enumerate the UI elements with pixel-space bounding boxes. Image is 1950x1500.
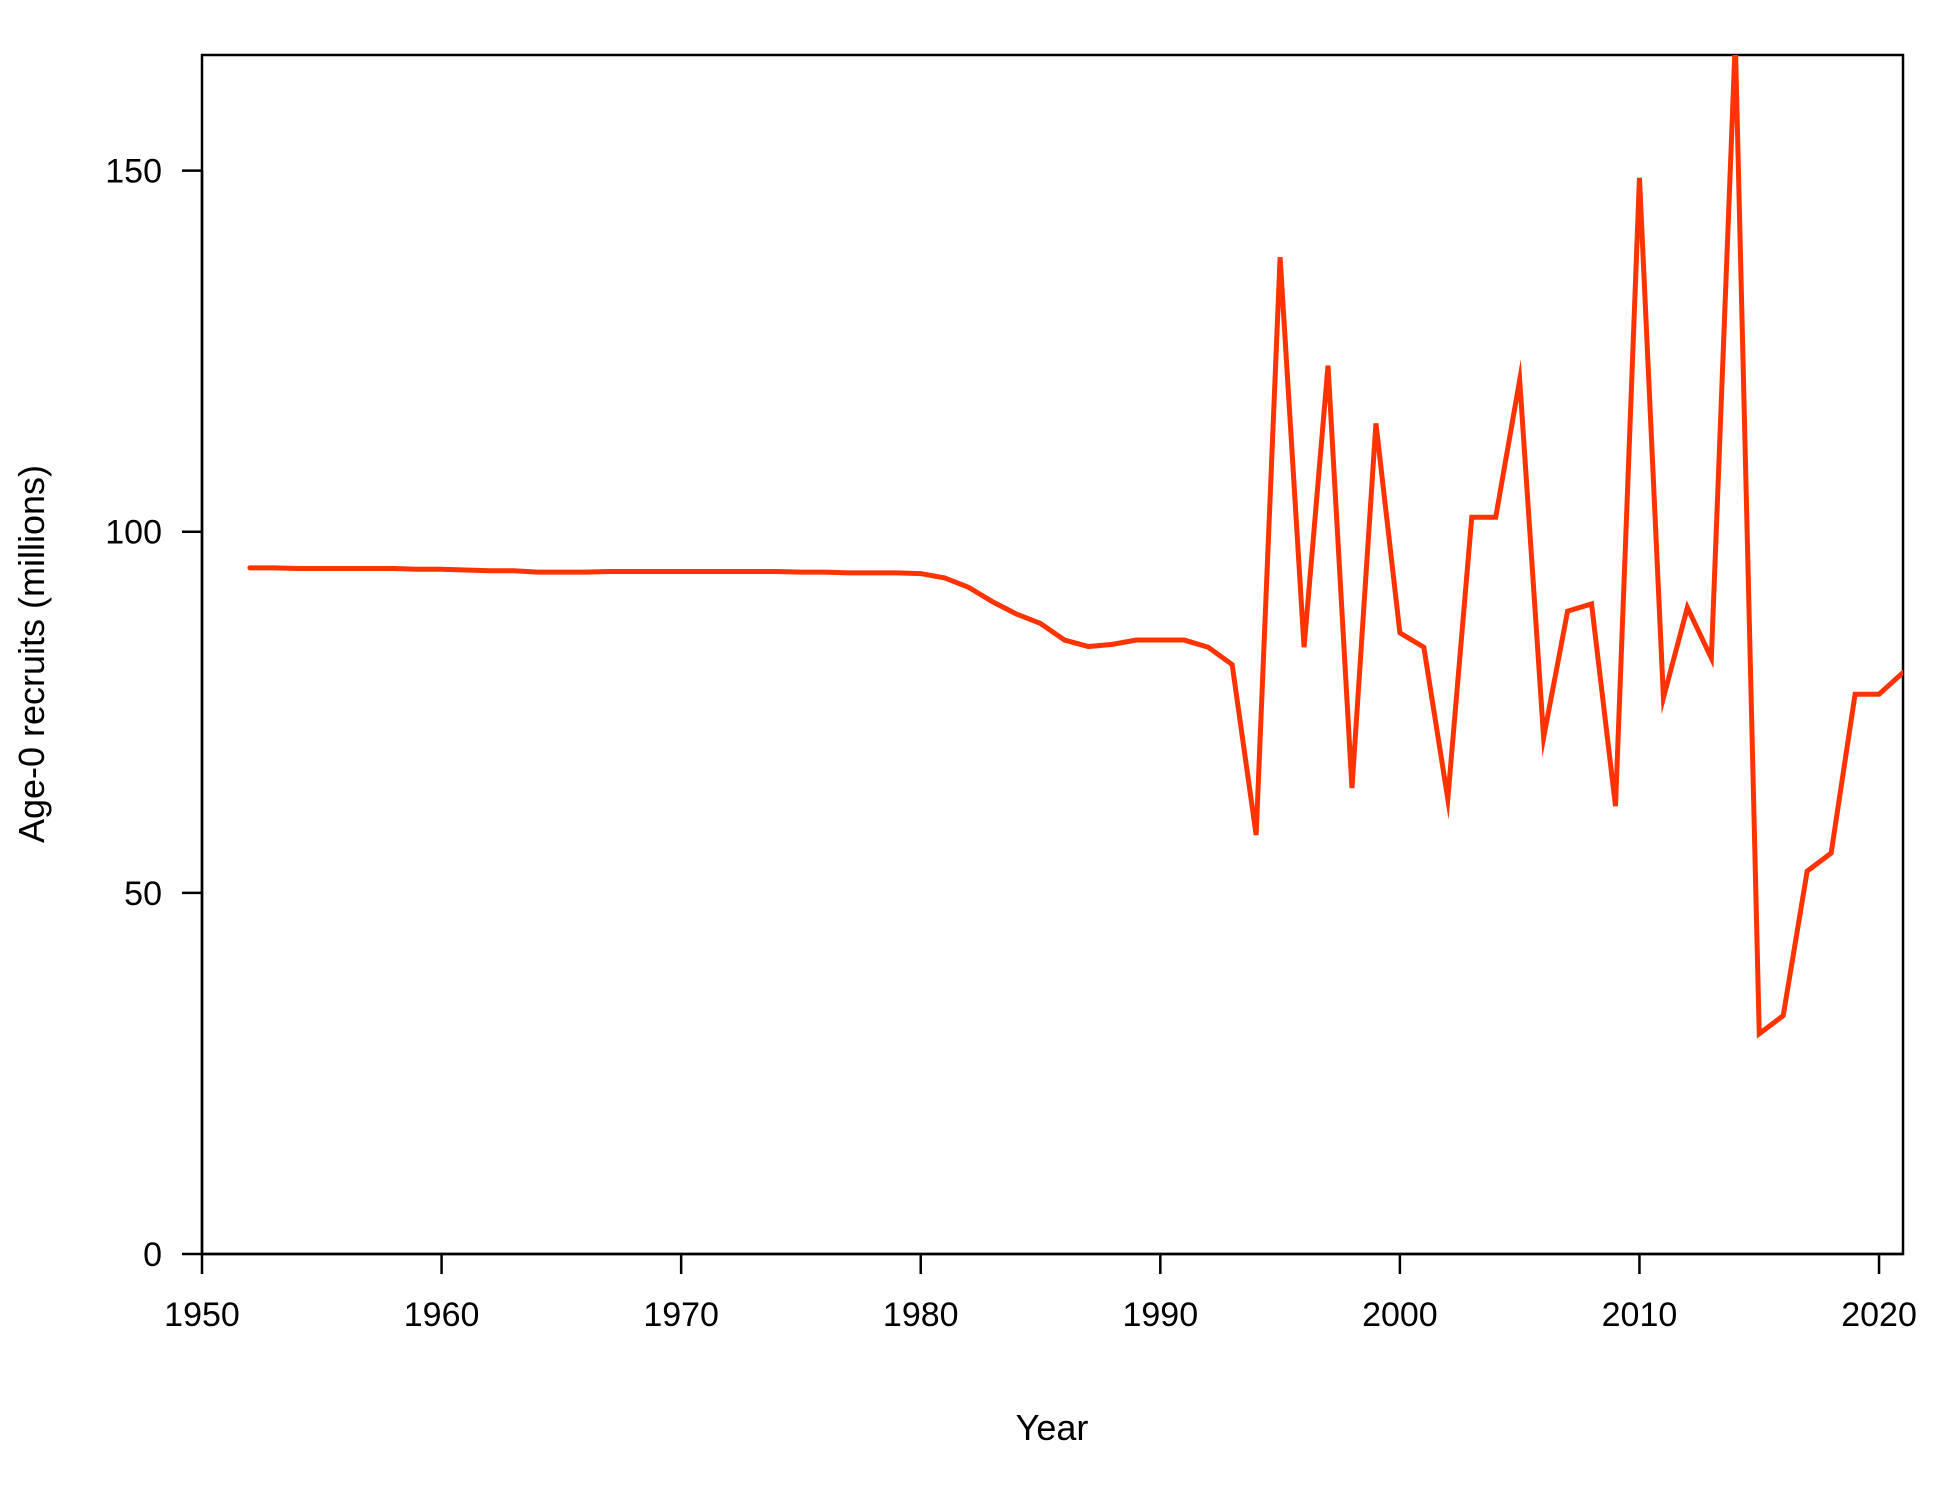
- series-line: [247, 55, 1903, 1039]
- plot-area: [247, 55, 1903, 1039]
- y-tick-label: 100: [105, 514, 162, 552]
- x-tick-label: 2000: [1362, 1296, 1438, 1334]
- y-tick-label: 150: [105, 153, 162, 191]
- y-tick-label: 0: [143, 1236, 162, 1274]
- x-axis: 1950 1960 1970 1980 1990 2000 2010 2020: [164, 1252, 1917, 1334]
- x-tick-label: 1980: [883, 1296, 959, 1334]
- x-tick-label: 1950: [164, 1296, 240, 1334]
- y-axis: 0 50 100 150: [105, 153, 204, 1274]
- x-tick-label: 2010: [1602, 1296, 1678, 1334]
- x-tick-label: 2020: [1841, 1296, 1917, 1334]
- x-tick-label: 1960: [404, 1296, 480, 1334]
- plot-frame: [200, 53, 1905, 1256]
- y-tick-label: 50: [124, 875, 162, 913]
- x-axis-title: Year: [1016, 1407, 1089, 1448]
- y-axis-title: Age-0 recruits (millions): [11, 465, 52, 843]
- x-tick-label: 1970: [643, 1296, 719, 1334]
- x-tick-label: 1990: [1122, 1296, 1198, 1334]
